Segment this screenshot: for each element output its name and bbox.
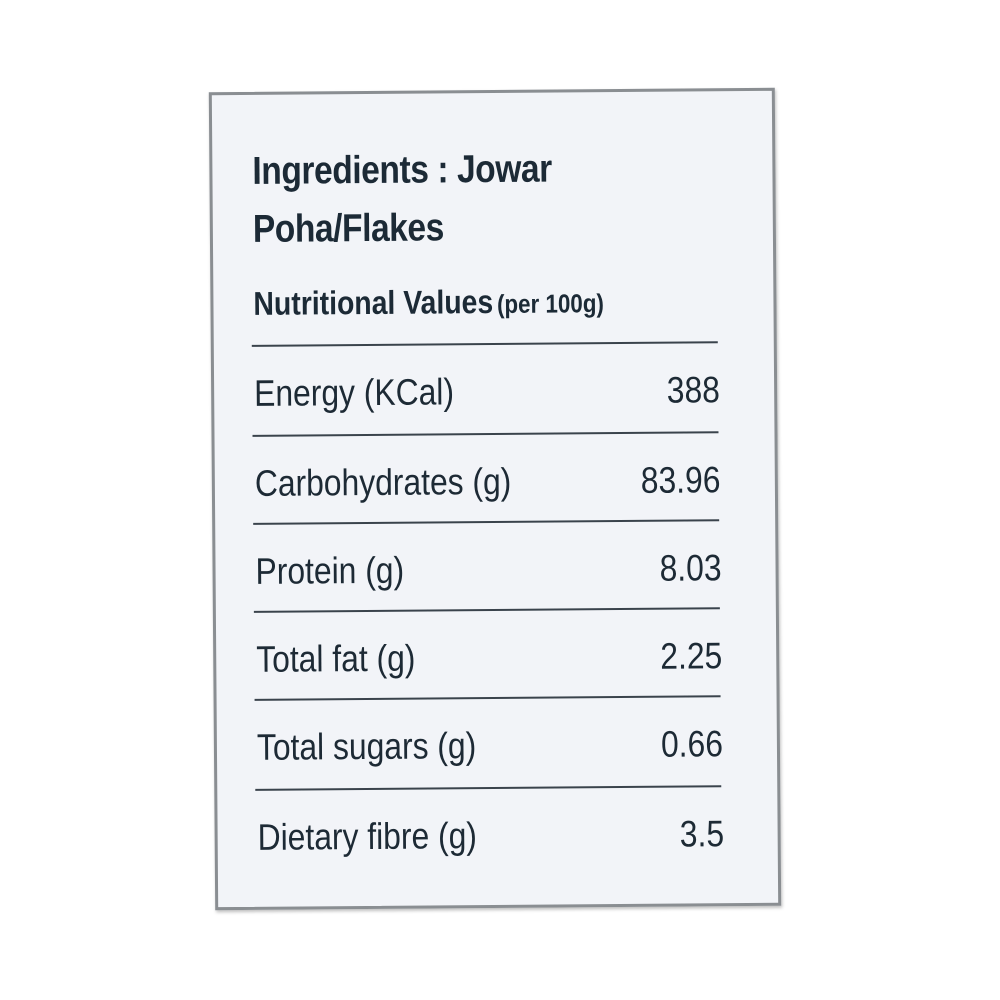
nutrition-row-total-sugars: Total sugars (g) 0.66 — [257, 697, 724, 789]
nutrient-value: 2.25 — [660, 635, 723, 677]
nutrient-name: Total sugars (g) — [256, 725, 477, 768]
nutrition-heading: Nutritional Values (per 100g) — [253, 282, 604, 323]
nutrition-heading-unit: (per 100g) — [496, 288, 604, 319]
nutrient-name: Energy (KCal) — [254, 371, 455, 414]
nutrient-value: 8.03 — [659, 547, 722, 589]
ingredients-line-1: Ingredients : Jowar — [252, 147, 552, 193]
nutrition-heading-title: Nutritional Values — [253, 283, 494, 322]
nutrient-name: Carbohydrates (g) — [254, 460, 512, 504]
nutrition-row-dietary-fibre: Dietary fibre (g) 3.5 — [257, 787, 724, 879]
nutrient-value: 0.66 — [660, 723, 724, 765]
nutrition-row-protein: Protein (g) 8.03 — [255, 521, 722, 613]
nutrient-value: 3.5 — [679, 813, 724, 855]
ingredients-line-2: Poha/Flakes — [252, 206, 445, 251]
nutrition-row-energy: Energy (KCal) 388 — [254, 343, 721, 435]
nutrient-name: Dietary fibre (g) — [257, 815, 478, 858]
nutrition-row-carbohydrates: Carbohydrates (g) 83.96 — [255, 433, 722, 525]
nutrient-name: Protein (g) — [255, 549, 405, 592]
nutrition-label-card: Ingredients : Jowar Poha/Flakes Nutritio… — [208, 87, 782, 911]
nutrient-value: 83.96 — [641, 459, 722, 501]
nutrient-name: Total fat (g) — [256, 637, 416, 680]
nutrient-value: 388 — [666, 369, 721, 411]
nutrition-row-total-fat: Total fat (g) 2.25 — [256, 609, 723, 701]
ingredients-text: Ingredients : Jowar Poha/Flakes — [252, 140, 666, 259]
